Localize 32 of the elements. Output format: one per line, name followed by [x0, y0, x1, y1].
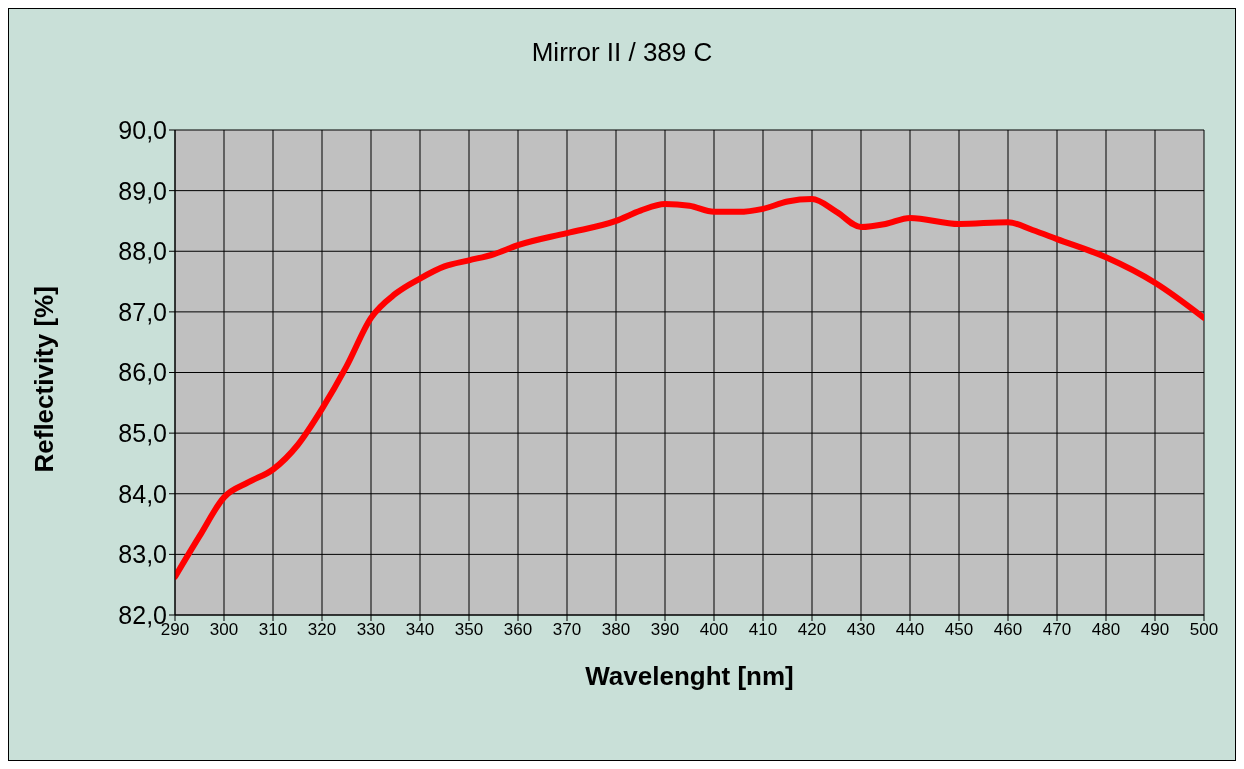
y-tick-label: 83,0	[118, 540, 167, 569]
x-tick-label: 490	[1140, 620, 1170, 640]
y-tick-label: 87,0	[118, 297, 167, 326]
x-tick-label: 450	[944, 620, 974, 640]
x-tick-label: 410	[748, 620, 778, 640]
x-tick-label: 500	[1189, 620, 1219, 640]
x-tick-label: 370	[552, 620, 582, 640]
x-tick-label: 440	[895, 620, 925, 640]
x-tick-label: 360	[503, 620, 533, 640]
y-tick-label: 89,0	[118, 176, 167, 205]
x-tick-label: 340	[405, 620, 435, 640]
x-tick-label: 480	[1091, 620, 1121, 640]
y-axis-title: Reflectivity [%]	[29, 286, 60, 473]
y-tick-label: 86,0	[118, 358, 167, 387]
x-tick-label: 420	[797, 620, 827, 640]
x-tick-label: 400	[699, 620, 729, 640]
x-tick-label: 430	[846, 620, 876, 640]
x-tick-label: 300	[209, 620, 239, 640]
x-tick-label: 320	[307, 620, 337, 640]
y-tick-label: 84,0	[118, 479, 167, 508]
x-tick-label: 330	[356, 620, 386, 640]
y-tick-label: 88,0	[118, 237, 167, 266]
x-tick-label: 460	[993, 620, 1023, 640]
x-tick-label: 470	[1042, 620, 1072, 640]
x-tick-label: 350	[454, 620, 484, 640]
y-tick-label: 90,0	[118, 115, 167, 144]
x-axis-title: Wavelenght [nm]	[585, 661, 794, 691]
x-tick-label: 310	[258, 620, 288, 640]
x-tick-label: 380	[601, 620, 631, 640]
x-tick-label: 390	[650, 620, 680, 640]
chart-title: Mirror II / 389 C	[530, 37, 714, 68]
y-tick-label: 85,0	[118, 419, 167, 447]
